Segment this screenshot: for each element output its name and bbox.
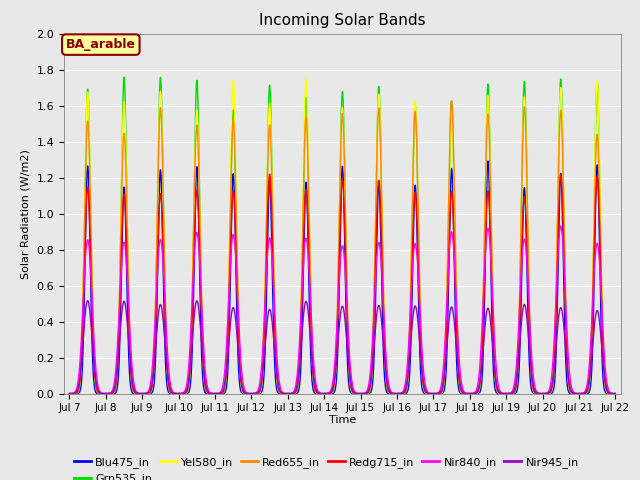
- Grn535_in: [270, 284, 278, 290]
- Nir840_in: [270, 292, 278, 298]
- Blu475_in: [610, 391, 618, 396]
- Blu475_in: [495, 391, 503, 396]
- Redg715_in: [539, 391, 547, 396]
- Redg715_in: [495, 390, 503, 396]
- Nir840_in: [610, 391, 618, 396]
- Nir840_in: [182, 384, 190, 389]
- Nir945_in: [182, 388, 190, 394]
- Nir840_in: [102, 391, 109, 396]
- Blu475_in: [270, 338, 278, 344]
- Line: Yel580_in: Yel580_in: [70, 79, 615, 394]
- Red655_in: [102, 391, 109, 396]
- Yel580_in: [610, 391, 618, 396]
- Nir945_in: [84, 298, 92, 303]
- Nir945_in: [270, 338, 278, 344]
- Line: Nir945_in: Nir945_in: [70, 300, 615, 394]
- Grn535_in: [66, 391, 74, 396]
- Red655_in: [448, 98, 456, 104]
- Red655_in: [495, 390, 503, 396]
- Blu475_in: [484, 158, 492, 164]
- Nir840_in: [177, 391, 184, 396]
- Y-axis label: Solar Radiation (W/m2): Solar Radiation (W/m2): [21, 149, 31, 278]
- Grn535_in: [182, 390, 190, 396]
- Redg715_in: [418, 363, 426, 369]
- Line: Nir840_in: Nir840_in: [70, 226, 615, 394]
- Legend: Blu475_in, Grn535_in, Yel580_in, Red655_in, Redg715_in, Nir840_in, Nir945_in: Blu475_in, Grn535_in, Yel580_in, Red655_…: [70, 453, 583, 480]
- Redg715_in: [611, 391, 619, 396]
- Redg715_in: [177, 391, 184, 396]
- Nir945_in: [177, 391, 184, 396]
- X-axis label: Time: Time: [329, 415, 356, 425]
- Redg715_in: [182, 390, 190, 396]
- Yel580_in: [611, 391, 619, 396]
- Blu475_in: [177, 391, 184, 396]
- Text: BA_arable: BA_arable: [66, 38, 136, 51]
- Red655_in: [270, 275, 278, 280]
- Yel580_in: [66, 391, 74, 396]
- Yel580_in: [270, 274, 278, 280]
- Red655_in: [177, 391, 184, 396]
- Blu475_in: [611, 391, 619, 396]
- Red655_in: [611, 391, 619, 396]
- Red655_in: [418, 352, 426, 358]
- Nir945_in: [610, 391, 618, 396]
- Red655_in: [182, 389, 190, 395]
- Redg715_in: [266, 171, 273, 177]
- Nir840_in: [418, 341, 426, 347]
- Grn535_in: [610, 391, 618, 396]
- Grn535_in: [611, 391, 619, 396]
- Grn535_in: [418, 367, 426, 373]
- Nir945_in: [66, 391, 74, 396]
- Yel580_in: [182, 390, 190, 396]
- Nir840_in: [66, 391, 74, 396]
- Grn535_in: [120, 74, 128, 80]
- Yel580_in: [418, 359, 426, 365]
- Line: Blu475_in: Blu475_in: [70, 161, 615, 394]
- Nir945_in: [495, 389, 503, 395]
- Yel580_in: [495, 390, 503, 396]
- Blu475_in: [66, 391, 74, 396]
- Redg715_in: [66, 391, 74, 396]
- Grn535_in: [495, 391, 503, 396]
- Line: Grn535_in: Grn535_in: [70, 77, 615, 394]
- Blu475_in: [102, 391, 109, 396]
- Blu475_in: [182, 391, 190, 396]
- Yel580_in: [302, 76, 310, 82]
- Nir945_in: [611, 391, 619, 396]
- Redg715_in: [270, 296, 278, 302]
- Line: Redg715_in: Redg715_in: [70, 174, 615, 394]
- Red655_in: [610, 391, 618, 396]
- Grn535_in: [177, 391, 184, 396]
- Nir840_in: [495, 386, 503, 392]
- Blu475_in: [418, 383, 426, 389]
- Title: Incoming Solar Bands: Incoming Solar Bands: [259, 13, 426, 28]
- Line: Red655_in: Red655_in: [70, 101, 615, 394]
- Nir945_in: [575, 391, 583, 396]
- Nir840_in: [557, 223, 564, 229]
- Nir840_in: [611, 391, 619, 396]
- Yel580_in: [177, 391, 184, 396]
- Redg715_in: [610, 391, 618, 396]
- Nir945_in: [418, 364, 426, 370]
- Red655_in: [66, 391, 74, 396]
